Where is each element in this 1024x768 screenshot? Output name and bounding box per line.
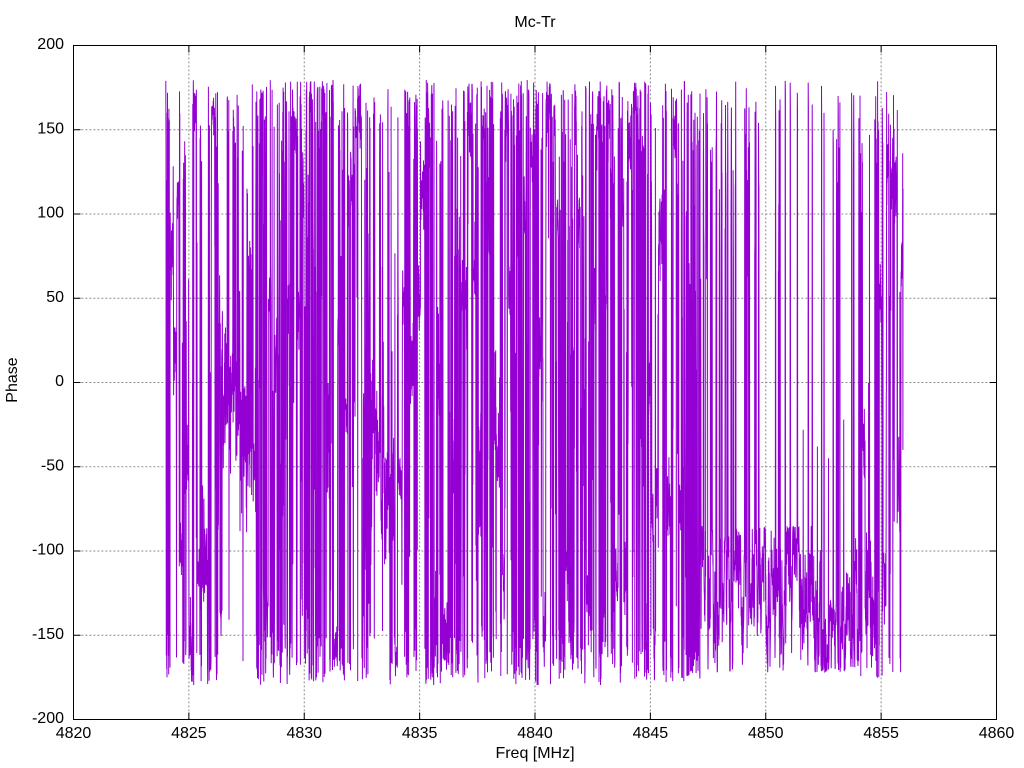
- svg-text:0: 0: [55, 373, 64, 390]
- svg-text:4845: 4845: [633, 725, 669, 742]
- svg-text:4840: 4840: [517, 725, 553, 742]
- svg-text:4855: 4855: [863, 725, 899, 742]
- svg-text:4820: 4820: [56, 725, 92, 742]
- svg-text:50: 50: [46, 289, 64, 306]
- svg-text:100: 100: [37, 205, 64, 222]
- svg-text:200: 200: [37, 36, 64, 53]
- svg-text:Phase: Phase: [4, 357, 21, 402]
- svg-text:4825: 4825: [171, 725, 207, 742]
- svg-text:-50: -50: [41, 457, 64, 474]
- svg-text:150: 150: [37, 120, 64, 137]
- svg-text:4835: 4835: [402, 725, 438, 742]
- svg-text:4850: 4850: [748, 725, 784, 742]
- svg-text:4830: 4830: [286, 725, 322, 742]
- svg-text:Mc-Tr: Mc-Tr: [514, 14, 556, 31]
- svg-text:Freq [MHz]: Freq [MHz]: [495, 745, 574, 762]
- svg-text:-150: -150: [32, 626, 64, 643]
- svg-text:-100: -100: [32, 542, 64, 559]
- svg-text:4860: 4860: [979, 725, 1015, 742]
- svg-text:-200: -200: [32, 710, 64, 727]
